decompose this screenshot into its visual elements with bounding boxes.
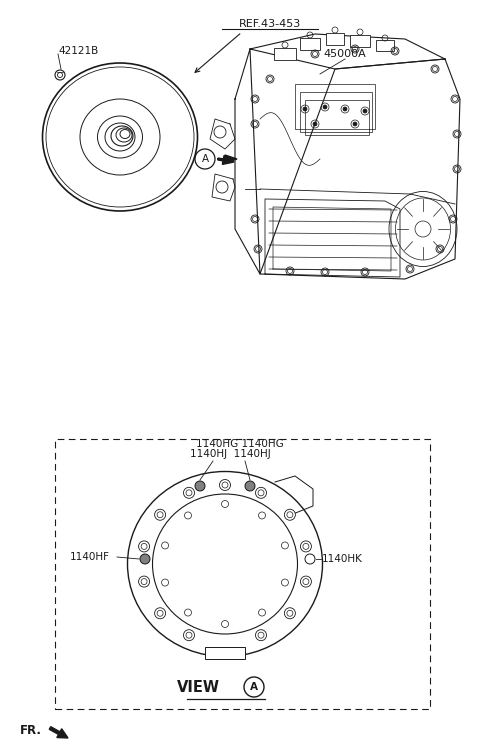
- Text: 1140HJ  1140HJ: 1140HJ 1140HJ: [190, 449, 270, 459]
- Circle shape: [305, 554, 315, 564]
- Circle shape: [255, 630, 266, 640]
- Text: REF.43-453: REF.43-453: [239, 19, 301, 29]
- Ellipse shape: [111, 126, 133, 146]
- Circle shape: [155, 509, 166, 521]
- Text: A: A: [250, 682, 258, 692]
- Text: A: A: [202, 154, 209, 164]
- Ellipse shape: [120, 130, 130, 139]
- Circle shape: [184, 609, 192, 616]
- Circle shape: [255, 488, 266, 498]
- FancyArrow shape: [218, 156, 234, 164]
- Circle shape: [303, 107, 307, 111]
- Ellipse shape: [80, 99, 160, 175]
- Text: 42121B: 42121B: [58, 46, 98, 56]
- Circle shape: [155, 607, 166, 619]
- Bar: [326, 33, 344, 45]
- FancyArrow shape: [217, 155, 237, 163]
- Circle shape: [195, 481, 205, 491]
- Text: 45000A: 45000A: [324, 49, 366, 59]
- Circle shape: [139, 576, 150, 587]
- Circle shape: [183, 488, 194, 498]
- Circle shape: [219, 479, 230, 491]
- Bar: [350, 35, 370, 47]
- Circle shape: [162, 579, 168, 586]
- Circle shape: [281, 542, 288, 549]
- Circle shape: [183, 630, 194, 640]
- Bar: [205, 647, 245, 659]
- Bar: [274, 48, 296, 60]
- Circle shape: [284, 509, 295, 521]
- Circle shape: [162, 542, 168, 549]
- Circle shape: [221, 500, 228, 508]
- Circle shape: [259, 609, 265, 616]
- Circle shape: [313, 122, 317, 126]
- Bar: [376, 40, 394, 51]
- Text: VIEW: VIEW: [177, 679, 220, 694]
- Ellipse shape: [116, 128, 132, 142]
- Circle shape: [363, 109, 367, 113]
- Text: 1140HF: 1140HF: [70, 552, 110, 562]
- Text: 1140HK: 1140HK: [322, 554, 363, 564]
- Circle shape: [184, 512, 192, 519]
- Circle shape: [343, 107, 347, 111]
- Circle shape: [281, 579, 288, 586]
- Circle shape: [245, 481, 255, 491]
- FancyArrow shape: [49, 727, 68, 738]
- Circle shape: [140, 554, 150, 564]
- Circle shape: [284, 607, 295, 619]
- Circle shape: [139, 541, 150, 552]
- Circle shape: [353, 122, 357, 126]
- Text: 1140HG 1140HG: 1140HG 1140HG: [196, 439, 284, 449]
- Bar: [55, 439, 430, 709]
- Bar: [300, 92, 372, 132]
- Ellipse shape: [153, 494, 298, 634]
- Text: FR.: FR.: [20, 724, 42, 738]
- Ellipse shape: [128, 472, 323, 657]
- Circle shape: [259, 512, 265, 519]
- Ellipse shape: [43, 63, 197, 211]
- Circle shape: [323, 105, 327, 109]
- Circle shape: [221, 620, 228, 628]
- Bar: [295, 84, 375, 129]
- Bar: [305, 100, 369, 135]
- Circle shape: [300, 576, 312, 587]
- Circle shape: [300, 541, 312, 552]
- Bar: [300, 38, 320, 50]
